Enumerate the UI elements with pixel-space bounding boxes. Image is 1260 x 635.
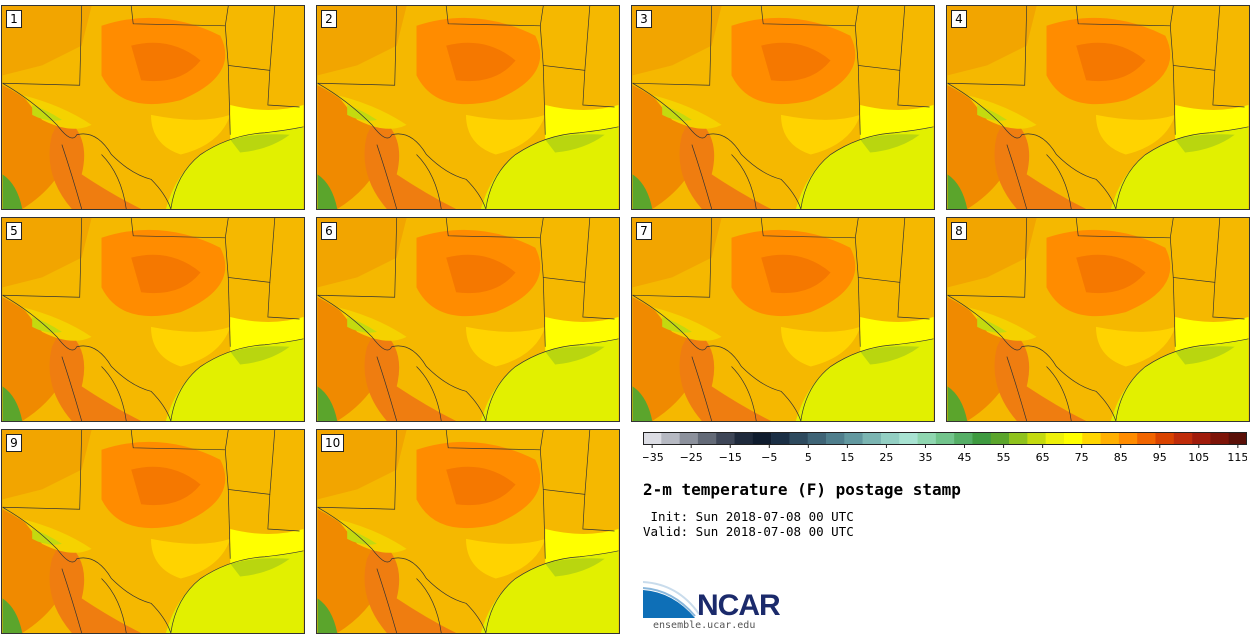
map-panel: 8 — [946, 217, 1250, 422]
ncar-url: ensemble.ucar.edu — [653, 620, 756, 631]
temperature-map — [2, 218, 304, 421]
temperature-colorbar: −35 −25 −15 −5 5 15 25 35 45 55 65 75 85 95 105 115 — [643, 432, 1247, 464]
colorbar-border — [643, 432, 1247, 445]
member-number: 5 — [6, 222, 22, 240]
colorbar-swatch — [752, 432, 772, 444]
colorbar-swatch — [1082, 432, 1101, 444]
colorbar-tick-label: 15 — [840, 451, 854, 464]
colorbar-swatch — [1027, 432, 1046, 444]
colorbar-tick-label: 75 — [1075, 451, 1089, 464]
colorbar-tick-label: 25 — [879, 451, 893, 464]
colorbar-swatch — [697, 432, 717, 444]
colorbar-tick-label: −5 — [761, 451, 777, 464]
colorbar-swatch — [844, 432, 863, 444]
colorbar-swatch — [935, 432, 955, 444]
map-panel: 9 — [1, 429, 305, 634]
colorbar-swatch — [734, 432, 754, 444]
temperature-map — [947, 218, 1249, 421]
temperature-map — [947, 6, 1249, 209]
member-number: 2 — [321, 10, 337, 28]
colorbar-swatch — [771, 432, 790, 444]
colorbar-swatch — [1155, 432, 1175, 444]
colorbar-swatch — [1137, 432, 1156, 444]
colorbar-swatch — [954, 432, 973, 444]
colorbar-swatch — [789, 432, 809, 444]
colorbar-swatch — [1100, 432, 1120, 444]
colorbar-tick-label: 105 — [1188, 451, 1209, 464]
ncar-logo-icon — [643, 581, 700, 618]
colorbar-swatch — [1009, 432, 1028, 444]
ncar-logo-text: NCAR — [697, 589, 781, 622]
member-number: 1 — [6, 10, 22, 28]
member-number: 3 — [636, 10, 652, 28]
colorbar-swatch — [1173, 432, 1193, 444]
colorbar-swatch — [716, 432, 735, 444]
colorbar-tick-label: 85 — [1114, 451, 1128, 464]
map-panel: 6 — [316, 217, 620, 422]
colorbar-tick-label: 95 — [1153, 451, 1167, 464]
colorbar-tick-label: 115 — [1227, 451, 1247, 464]
colorbar-tick-label: −35 — [643, 451, 664, 464]
colorbar-swatch — [826, 432, 845, 444]
temperature-map — [317, 6, 619, 209]
member-number: 9 — [6, 434, 22, 452]
temperature-map — [632, 6, 934, 209]
temperature-map — [632, 218, 934, 421]
colorbar-swatch — [1118, 432, 1138, 444]
colorbar-tick-label: 55 — [997, 451, 1011, 464]
temperature-map — [317, 430, 619, 633]
colorbar-swatch — [661, 432, 680, 444]
map-panel: 1 — [1, 5, 305, 210]
map-panel: 4 — [946, 5, 1250, 210]
map-panel: 7 — [631, 217, 935, 422]
valid-time: Valid: Sun 2018-07-08 00 UTC — [643, 524, 854, 539]
colorbar-swatch — [643, 432, 662, 444]
member-number: 8 — [951, 222, 967, 240]
map-panel: 2 — [316, 5, 620, 210]
colorbar-swatch — [1045, 432, 1065, 444]
colorbar-swatch — [862, 432, 882, 444]
colorbar-tick-label: −25 — [680, 451, 703, 464]
colorbar-tick-label: 65 — [1036, 451, 1050, 464]
figure-title: 2-m temperature (F) postage stamp — [643, 480, 961, 499]
colorbar-swatch — [1228, 432, 1247, 444]
member-number: 4 — [951, 10, 967, 28]
colorbar-swatch — [899, 432, 918, 444]
colorbar-tick-label: −15 — [719, 451, 742, 464]
colorbar-swatch — [990, 432, 1010, 444]
colorbar-tick-label: 35 — [918, 451, 932, 464]
map-panel: 3 — [631, 5, 935, 210]
colorbar-swatch — [679, 432, 699, 444]
colorbar-tick-label: 45 — [958, 451, 972, 464]
colorbar-swatch — [1063, 432, 1083, 444]
colorbar-swatch — [917, 432, 937, 444]
member-number: 6 — [321, 222, 337, 240]
colorbar-swatch — [1192, 432, 1211, 444]
map-panel: 10 — [316, 429, 620, 634]
colorbar-swatch — [1210, 432, 1229, 444]
temperature-map — [2, 6, 304, 209]
map-panel: 5 — [1, 217, 305, 422]
member-number: 7 — [636, 222, 652, 240]
temperature-map — [317, 218, 619, 421]
colorbar-swatch — [807, 432, 827, 444]
colorbar-tick-label: 5 — [805, 451, 812, 464]
colorbar-swatch — [972, 432, 992, 444]
temperature-map — [2, 430, 304, 633]
init-time: Init: Sun 2018-07-08 00 UTC — [643, 509, 854, 524]
colorbar-swatch — [880, 432, 900, 444]
member-number: 10 — [321, 434, 345, 452]
